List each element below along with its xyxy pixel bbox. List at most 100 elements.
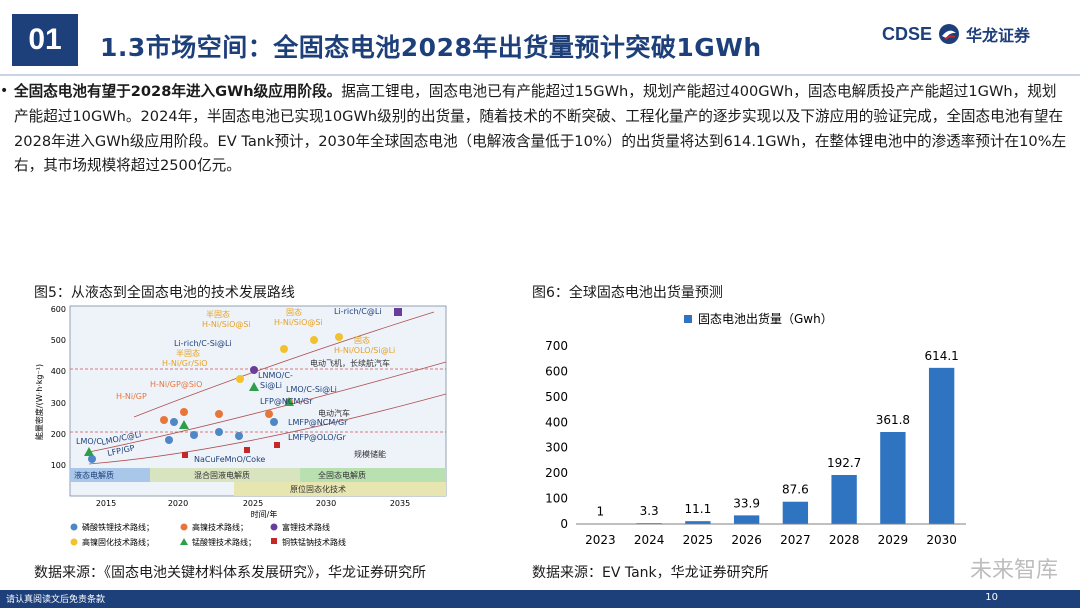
roadmap-label: LMFP@NCM/Gr bbox=[288, 418, 348, 427]
lfp-point bbox=[270, 418, 278, 426]
stage-hybrid-label: 混合固液电解质 bbox=[194, 470, 250, 480]
lirich-points bbox=[250, 308, 402, 374]
lirich-square bbox=[394, 308, 402, 316]
lfp-point bbox=[215, 428, 223, 436]
legend-hni-marker bbox=[180, 523, 188, 531]
lmo-triangle bbox=[284, 397, 294, 406]
application-label: 电动飞机，长续航汽车 bbox=[310, 358, 390, 368]
hni-point bbox=[215, 410, 223, 418]
x-tick: 2025 bbox=[243, 499, 263, 508]
roadmap-label: Si@Li bbox=[260, 381, 282, 390]
legend-label: 固态电池出货量（Gwh） bbox=[698, 311, 833, 326]
figure5-source: 数据来源：《固态电池关键材料体系发展研究》，华龙证券研究所 bbox=[34, 565, 426, 581]
dragon-logo-icon bbox=[938, 24, 959, 44]
brand-name-cn: 华龙证券 bbox=[965, 26, 1030, 45]
x-tick-label-2024: 2024 bbox=[634, 533, 665, 547]
summary-text: 据高工锂电，固态电池已有产能超过15GWh，规划产能超过400GWh，固态电解质… bbox=[14, 83, 1067, 175]
roadmap-label: H-Ni/Gr/SiO bbox=[162, 359, 208, 368]
lmo-triangle bbox=[179, 420, 189, 429]
roadmap-label: H-Ni/OLO/Si@Li bbox=[334, 346, 395, 355]
hni-point bbox=[160, 416, 168, 424]
x-tick: 2015 bbox=[96, 499, 116, 508]
stage-liquid-label: 液态电解质 bbox=[74, 470, 114, 480]
watermark-text: 未来智库 bbox=[969, 558, 1058, 583]
lmo-triangle bbox=[249, 382, 259, 391]
y-tick-label: 300 bbox=[545, 441, 568, 455]
x-axis-label: 时间/年 bbox=[251, 509, 278, 519]
lfp-point bbox=[190, 431, 198, 439]
y-tick-label: 400 bbox=[545, 415, 568, 429]
legend-hni-solid-label: 高镍固化技术路线； bbox=[82, 537, 154, 547]
y-tick-label: 500 bbox=[545, 390, 568, 404]
bar-2026 bbox=[733, 515, 760, 524]
x-tick-label-2028: 2028 bbox=[829, 533, 860, 547]
y-tick-400: 400 bbox=[51, 367, 66, 376]
application-label: 电动汽车 bbox=[318, 408, 350, 418]
roadmap-label: 半固态 bbox=[206, 309, 230, 319]
roadmap-label: LMO/C bbox=[76, 437, 102, 446]
figure6-source: 数据来源：EV Tank，华龙证券研究所 bbox=[532, 565, 769, 581]
legend-lmo-label: 锰酸锂技术路线； bbox=[192, 537, 256, 547]
bar-2027 bbox=[782, 501, 809, 524]
bullet-marker: • bbox=[0, 83, 9, 99]
data-label-2029: 361.8 bbox=[876, 413, 910, 427]
bar-2028 bbox=[831, 474, 857, 524]
x-tick: 2030 bbox=[316, 499, 336, 508]
stage-band-hybrid bbox=[150, 468, 300, 482]
roadmap-label: LMO/C-Si@Li bbox=[286, 385, 337, 394]
y-tick-label: 0 bbox=[560, 517, 568, 531]
page-number: 10 bbox=[985, 592, 998, 603]
data-label-2030: 614.1 bbox=[924, 349, 958, 363]
stage-band-insitu bbox=[234, 482, 446, 496]
legend-hni-label: 高镍技术路线； bbox=[192, 522, 248, 532]
legend-hni-solid-marker bbox=[70, 538, 78, 546]
y-tick-label: 100 bbox=[545, 492, 568, 506]
lirich-point bbox=[250, 366, 258, 374]
brand-logo: CDSE 华龙证券 bbox=[882, 22, 1030, 46]
roadmap-label: LFP@NCM/Gr bbox=[260, 397, 313, 406]
lmo-triangle bbox=[84, 447, 94, 456]
legend-lmo-marker bbox=[180, 538, 188, 545]
figure6-bar-chart: 固态电池出货量（Gwh） 0 100 200 300 400 500 600 700 1 3.3… bbox=[545, 311, 966, 547]
hni-solid-point bbox=[310, 336, 318, 344]
roadmap-label: NaCuFeMnO/Coke bbox=[194, 455, 265, 464]
slide-footer: 请认真阅读文后免责条款 10 bbox=[0, 590, 1080, 608]
legend-na-label: 铜铁锰钠技术路线 bbox=[282, 537, 346, 547]
legend-lirich-marker bbox=[270, 523, 278, 531]
roadmap-label: 固态 bbox=[354, 335, 370, 345]
y-tick-label: 600 bbox=[545, 364, 568, 378]
figure5-title: 图5：从液态到全固态电池的技术发展路线 bbox=[34, 285, 295, 301]
data-label-2028: 192.7 bbox=[827, 456, 861, 470]
roadmap-label: H-Ni/GP bbox=[116, 392, 147, 401]
data-label-2024: 3.3 bbox=[640, 504, 659, 518]
roadmap-label: H-Ni/GP@SiO bbox=[150, 380, 202, 389]
legend-lfp-marker bbox=[70, 523, 78, 531]
y-tick-100: 100 bbox=[51, 461, 66, 470]
brand-name-en: CDSE bbox=[881, 23, 932, 44]
y-tick-label: 200 bbox=[545, 466, 568, 480]
roadmap-label: Li-rich/C@Li bbox=[334, 307, 382, 316]
y-axis-label: 能量密度/(W·h·kg⁻¹) bbox=[34, 364, 44, 440]
stage-solid-label: 全固态电解质 bbox=[318, 470, 366, 480]
na-square bbox=[182, 452, 188, 458]
bar-2030 bbox=[928, 367, 955, 524]
bar-2025 bbox=[685, 521, 711, 524]
roadmap-label: H-Ni/SiO@Si bbox=[274, 318, 323, 327]
roadmap-label: LMFP@OLO/Gr bbox=[288, 433, 346, 442]
x-tick-label-2026: 2026 bbox=[731, 533, 762, 547]
x-tick-label-2027: 2027 bbox=[780, 533, 811, 547]
lfp-points bbox=[88, 418, 278, 463]
y-tick-500: 500 bbox=[51, 336, 66, 345]
y-tick-600: 600 bbox=[51, 305, 66, 314]
figure6-title: 图6：全球固态电池出货量预测 bbox=[532, 285, 723, 301]
data-label-2023: 1 bbox=[597, 505, 605, 519]
trend-curve-lower bbox=[88, 393, 447, 465]
data-label-2025: 11.1 bbox=[685, 502, 712, 516]
y-tick-200: 200 bbox=[51, 430, 66, 439]
y-axis: 0 100 200 300 400 500 600 700 bbox=[545, 339, 568, 531]
roadmap-label: 半固态 bbox=[176, 348, 200, 358]
y-tick-label: 700 bbox=[545, 339, 568, 353]
bars-group: 1 3.3 11.1 33.9 87.6 192.7 361.8 614.1 bbox=[587, 349, 959, 525]
roadmap-plot-area bbox=[69, 305, 447, 497]
roadmap-label: LNMO/C- bbox=[258, 371, 293, 380]
